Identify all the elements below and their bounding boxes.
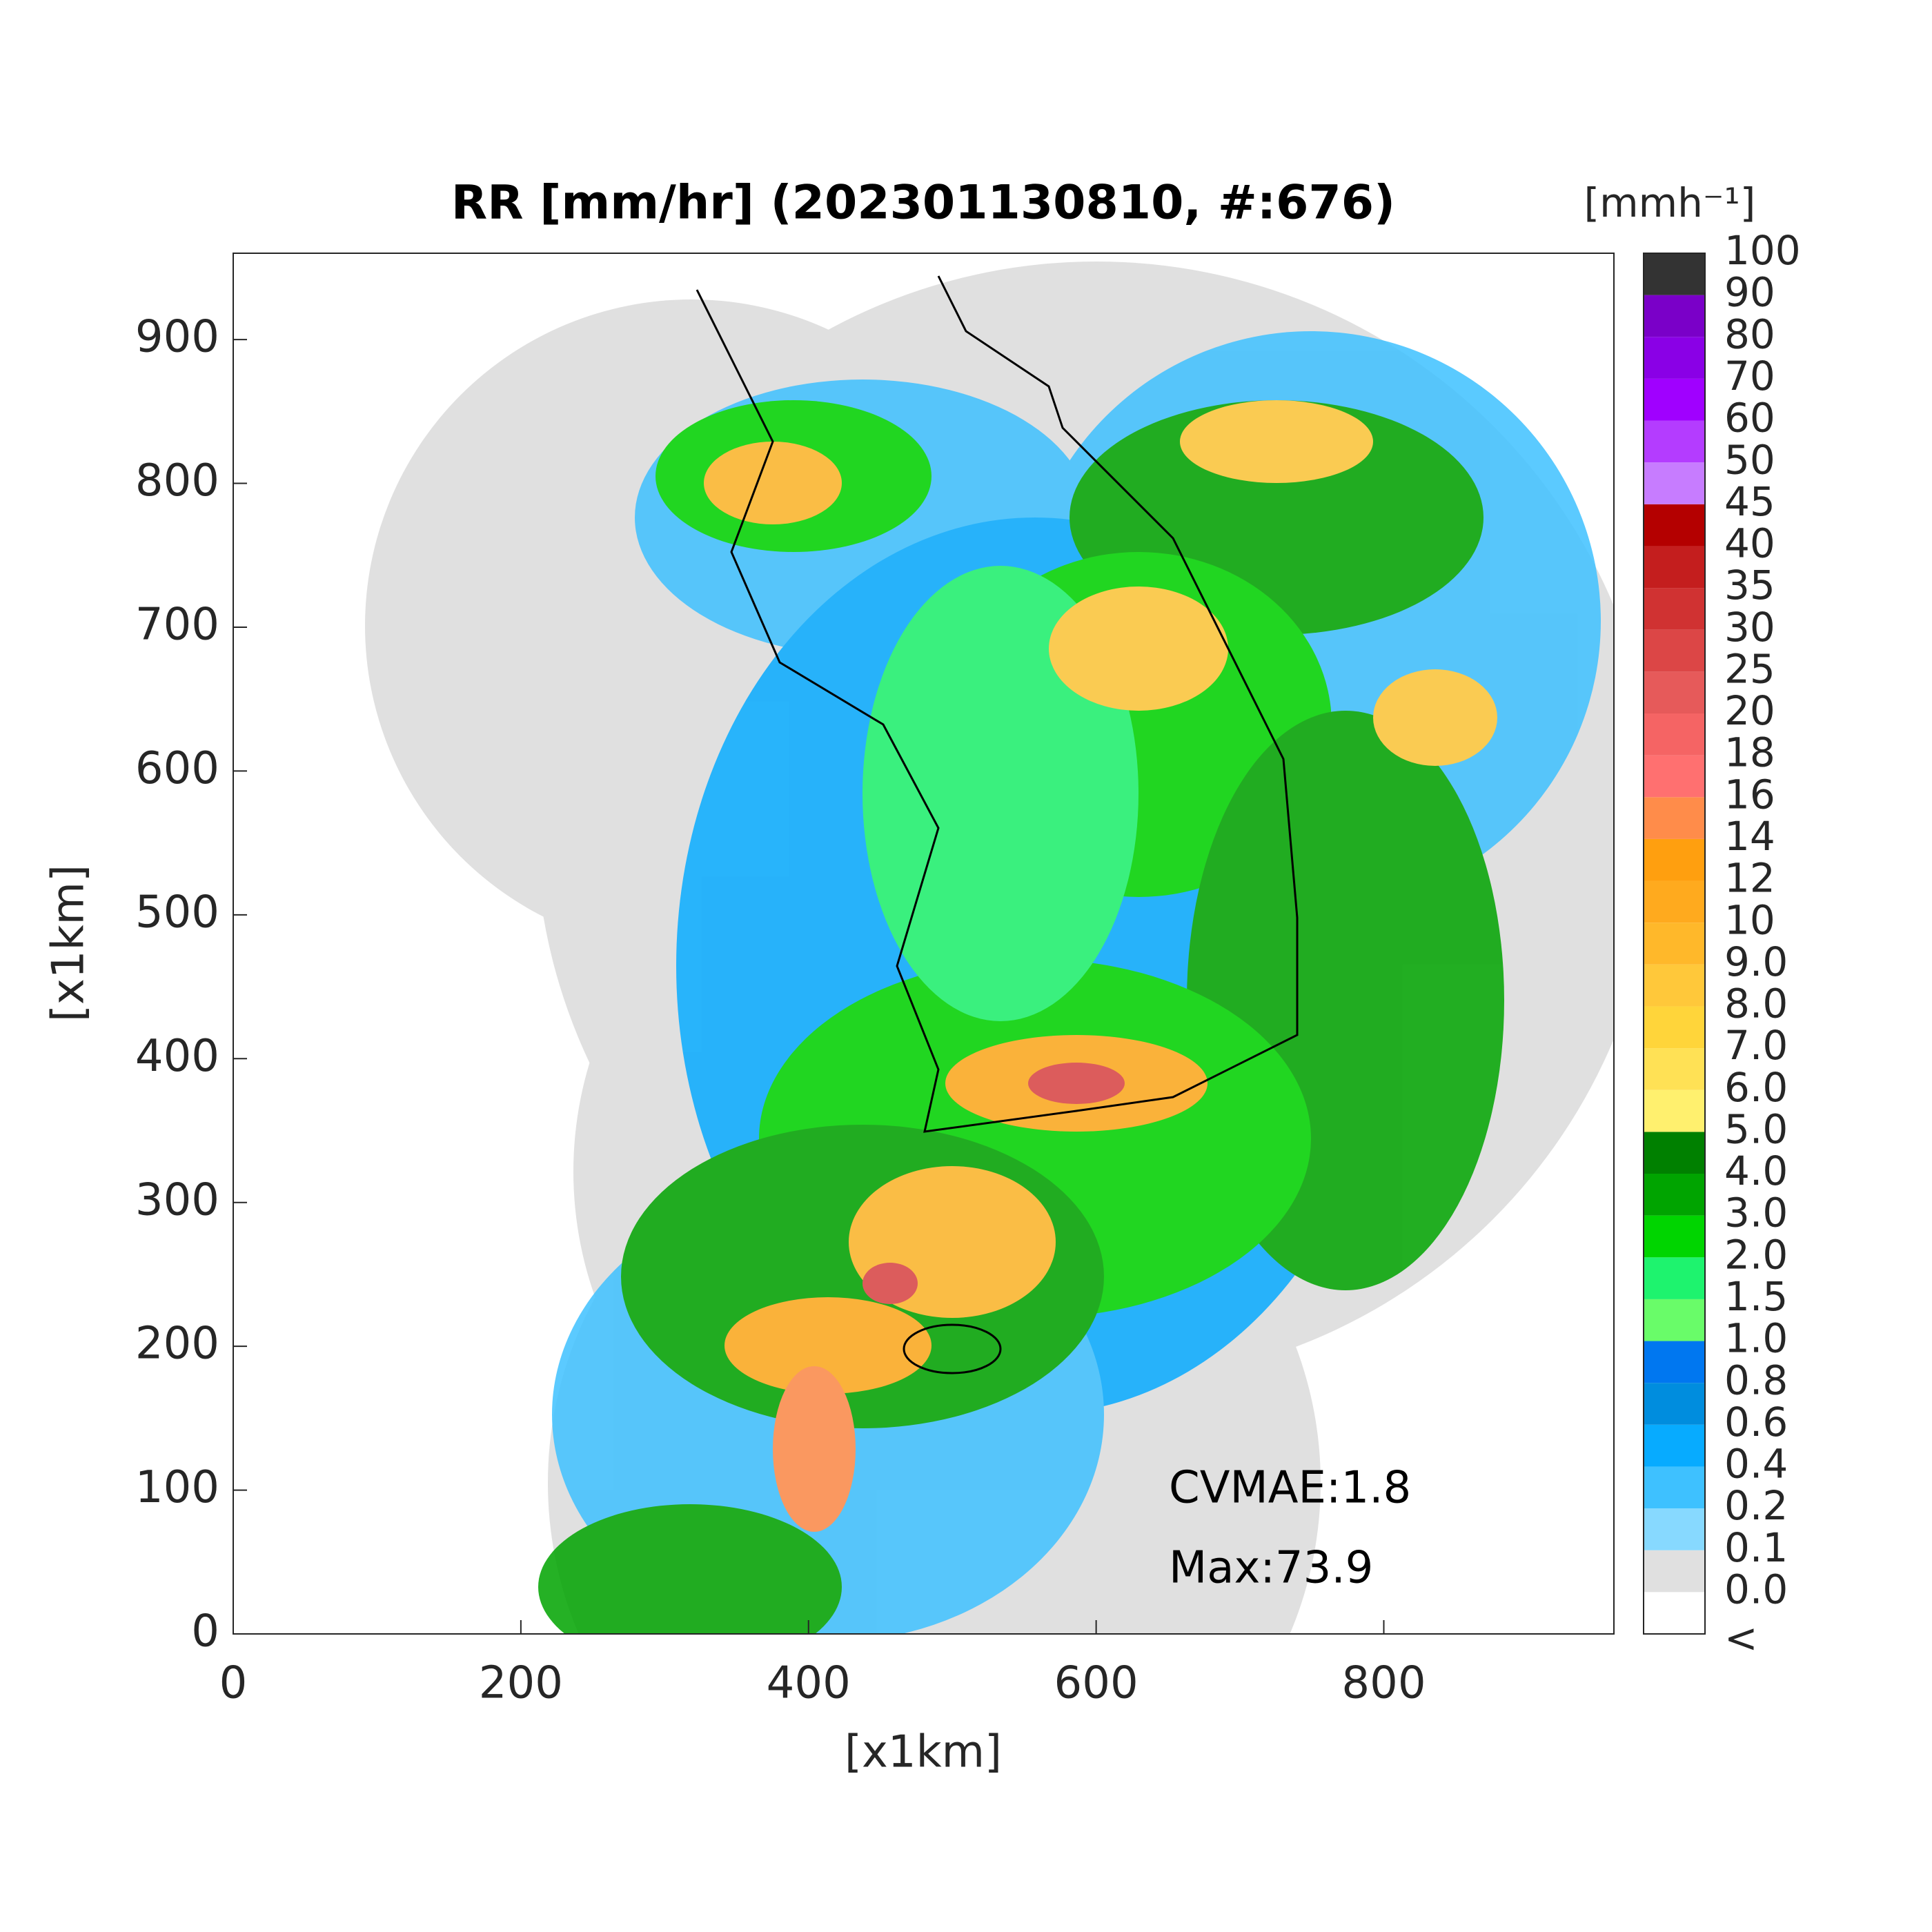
x-tick-label: 200 (479, 1658, 563, 1709)
colorbar-label: [mmh⁻¹] (1584, 179, 1756, 226)
colorbar-tick-label: 16 (1724, 771, 1775, 818)
colorbar-segment (1644, 337, 1705, 379)
colorbar-segment (1644, 1299, 1705, 1341)
colorbar-segment (1644, 1508, 1705, 1550)
annotation: CVMAE:1.8 (1169, 1463, 1411, 1514)
y-tick-label: 100 (135, 1462, 219, 1513)
colorbar-tick-label: 0.6 (1724, 1399, 1788, 1446)
y-tick-label: 200 (135, 1319, 219, 1370)
colorbar-tick-label: 60 (1724, 395, 1775, 442)
colorbar-tick-label: 8.0 (1724, 980, 1788, 1027)
y-tick-label: 400 (135, 1031, 219, 1082)
colorbar-segment (1644, 546, 1705, 589)
y-tick-label: 800 (135, 455, 219, 506)
colorbar-segment (1644, 588, 1705, 630)
radar-field (365, 262, 1614, 1634)
colorbar-segment (1644, 838, 1705, 881)
colorbar-tick-label: 20 (1724, 687, 1775, 734)
annotation: Max:73.9 (1169, 1543, 1373, 1594)
x-tick-label: 800 (1341, 1658, 1426, 1709)
colorbar-tick-label: 40 (1724, 520, 1775, 567)
colorbar-tick-label: 0.2 (1724, 1482, 1788, 1529)
colorbar-segment (1644, 880, 1705, 923)
y-tick-label: 600 (135, 743, 219, 794)
colorbar-segment (1644, 1341, 1705, 1383)
colorbar-tick-label: 3.0 (1724, 1190, 1788, 1236)
y-tick-label: 700 (135, 600, 219, 651)
colorbar-tick-label: 9.0 (1724, 938, 1788, 985)
colorbar-tick-label: 0.8 (1724, 1357, 1788, 1403)
colorbar-segment (1644, 253, 1705, 295)
colorbar-segment (1644, 1592, 1705, 1634)
colorbar-tick-label: 2.0 (1724, 1231, 1788, 1278)
colorbar-segment (1644, 629, 1705, 672)
plot-frame (233, 253, 1615, 1635)
x-tick-label: 400 (767, 1658, 851, 1709)
colorbar-segment (1644, 420, 1705, 463)
colorbar-tick-label: 90 (1724, 269, 1775, 316)
colorbar-segment (1644, 1174, 1705, 1216)
colorbar-tick-label: 1.0 (1724, 1315, 1788, 1362)
x-tick-label: 600 (1054, 1658, 1138, 1709)
colorbar-tick-label: 0.4 (1724, 1441, 1788, 1488)
colorbar-tick-label: 10 (1724, 896, 1775, 943)
colorbar-frame (1643, 253, 1706, 1635)
colorbar-segment (1644, 1006, 1705, 1049)
colorbar-segment (1644, 1466, 1705, 1509)
colorbar-segment (1644, 1132, 1705, 1174)
y-tick-label: 900 (135, 312, 219, 363)
x-tick-label: 0 (219, 1658, 248, 1709)
colorbar-segment (1644, 1550, 1705, 1593)
colorbar-tick-label: 14 (1724, 813, 1775, 860)
colorbar-segment (1644, 964, 1705, 1007)
colorbar-tick-label: 25 (1724, 645, 1775, 692)
colorbar-segment (1644, 1257, 1705, 1299)
colorbar-segment (1644, 462, 1705, 504)
colorbar-tick-label: 45 (1724, 478, 1775, 525)
colorbar-tick-label: 1.5 (1724, 1273, 1788, 1320)
colorbar-segment (1644, 671, 1705, 713)
colorbar-segment (1644, 923, 1705, 965)
colorbar-tick-label: 4.0 (1724, 1147, 1788, 1194)
y-axis-label: [x1km] (43, 865, 95, 1022)
colorbar-segment (1644, 1383, 1705, 1425)
colorbar-tick-label: 5.0 (1724, 1105, 1788, 1152)
colorbar-tick-label: 18 (1724, 729, 1775, 776)
colorbar-tick-label: 0.1 (1724, 1524, 1788, 1571)
y-tick-label: 0 (191, 1606, 219, 1657)
colorbar-tick-label: < (1724, 1615, 1758, 1662)
colorbar-tick-label: 12 (1724, 855, 1775, 902)
colorbar-segment (1644, 295, 1705, 337)
colorbar-segment (1644, 1048, 1705, 1090)
colorbar-tick-label: 70 (1724, 353, 1775, 400)
chart-title: RR [mm/hr] (202301130810, #:676) (451, 176, 1395, 230)
y-tick-label: 500 (135, 887, 219, 938)
colorbar-tick-label: 35 (1724, 562, 1775, 609)
colorbar-tick-label: 80 (1724, 310, 1775, 357)
colorbar-tick-label: 100 (1724, 227, 1801, 274)
colorbar-tick-label: 50 (1724, 436, 1775, 483)
colorbar-segment (1644, 797, 1705, 839)
colorbar-tick-label: 7.0 (1724, 1022, 1788, 1069)
colorbar-segment (1644, 378, 1705, 421)
x-axis-label: [x1km] (845, 1727, 1002, 1778)
colorbar-tick-label: 0.0 (1724, 1566, 1788, 1613)
colorbar-segment (1644, 1215, 1705, 1258)
y-tick-label: 300 (135, 1174, 219, 1225)
colorbar-tick-label: 6.0 (1724, 1064, 1788, 1111)
colorbar-segment (1644, 1424, 1705, 1467)
colorbar-segment (1644, 1090, 1705, 1132)
colorbar-segment (1644, 755, 1705, 798)
colorbar-tick-label: 30 (1724, 604, 1775, 651)
colorbar-segment (1644, 713, 1705, 756)
colorbar-segment (1644, 504, 1705, 546)
